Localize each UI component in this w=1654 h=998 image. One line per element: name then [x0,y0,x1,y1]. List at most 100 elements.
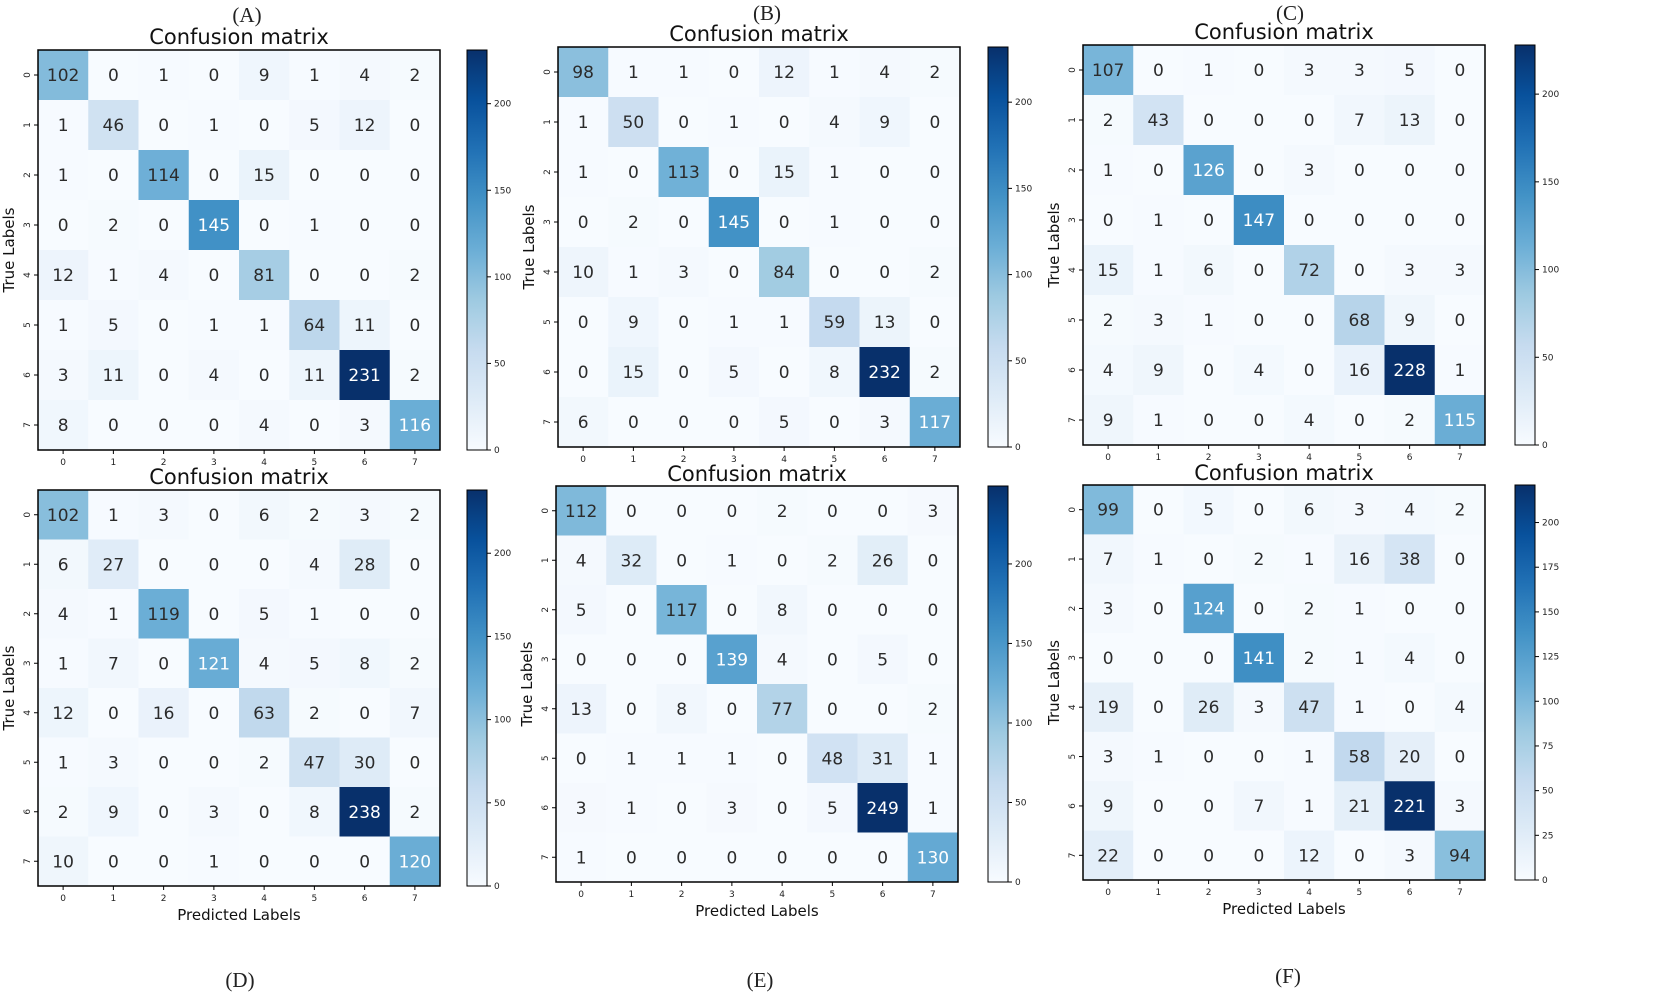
cell-value: 3 [1454,261,1465,281]
matrix-cell [239,100,290,151]
cell-value: 0 [259,803,270,823]
matrix-cell [708,147,760,198]
matrix-cell [658,297,710,348]
cell-value: 0 [1103,649,1114,669]
cell-value: 1 [829,163,840,183]
matrix-cell [138,589,190,639]
matrix-cell [1083,682,1134,733]
cell-value: 1 [108,506,119,526]
y-tick-label: 6 [1068,803,1078,809]
x-tick-label: 3 [211,458,217,468]
colorbar-tick-label: 0 [1542,876,1548,886]
matrix-cell [38,589,89,639]
y-tick-label: 1 [543,119,553,125]
matrix-cell [1384,45,1436,96]
matrix-cell [289,787,340,837]
matrix-cell [389,737,441,788]
cell-value: 0 [1203,111,1214,131]
matrix-cell [608,297,659,348]
cell-value: 0 [879,213,890,233]
cell-value: 0 [626,650,637,670]
y-tick-label: 4 [1068,704,1078,710]
cell-value: 0 [1203,361,1214,381]
cell-value: 0 [1454,211,1465,231]
matrix-cell [606,832,657,883]
matrix-cell [188,200,240,251]
matrix-cell [88,400,139,451]
y-tick-label: 6 [543,369,553,375]
matrix-cell [389,638,441,689]
matrix-cell [608,247,659,298]
cell-value: 0 [1404,698,1415,718]
colorbar-tick-label: 100 [494,716,511,726]
matrix-cell [1334,395,1385,446]
matrix-cell [38,50,89,101]
cell-value: 0 [877,601,888,621]
matrix-cell [706,684,758,734]
cell-value: 7 [1253,797,1264,817]
cell-value: 3 [1354,501,1365,521]
matrix-cell [706,535,758,586]
matrix-cell [706,783,758,833]
matrix-cell [1384,145,1436,196]
matrix-cell [606,634,657,685]
matrix-cell [289,250,340,301]
matrix-cell [1434,145,1486,196]
matrix-cell [1083,45,1134,96]
cell-value: 0 [1454,311,1465,331]
matrix-cell [859,97,911,148]
matrix-cell [759,197,810,248]
cell-value: 1 [676,749,687,769]
matrix-cell [1083,583,1134,634]
y-axis-label: True Labels [1045,202,1063,288]
cell-value: 1 [927,799,938,819]
cell-value: 0 [1454,599,1465,619]
matrix-cell [138,200,190,251]
matrix-cell [606,486,657,536]
cell-value: 4 [1404,649,1415,669]
y-tick-label: 0 [1068,507,1078,513]
matrix-cell [608,97,659,148]
y-tick-label: 1 [541,557,551,563]
matrix-cell [1434,345,1486,396]
matrix-cell [88,350,139,401]
x-tick-label: 4 [261,458,267,468]
matrix-cell [1334,245,1385,296]
matrix-cell [239,737,290,788]
cell-value: 0 [927,601,938,621]
cell-value: 1 [578,113,589,133]
cell-value: 2 [108,216,119,236]
matrix-cell [809,297,860,348]
matrix-cell [608,347,659,398]
matrix-cell [1233,145,1285,196]
cell-value: 9 [108,803,119,823]
cell-value: 26 [872,551,894,571]
cell-value: 145 [718,213,750,233]
matrix-cell [1233,830,1285,881]
cell-value: 107 [1092,61,1124,81]
cell-value: 47 [1298,698,1320,718]
cell-value: 130 [917,848,949,868]
matrix-cell [38,100,89,151]
cell-value: 0 [1404,161,1415,181]
matrix-cell [556,634,607,685]
cell-value: 0 [1253,599,1264,619]
x-tick-label: 0 [580,455,586,465]
matrix-cell [1434,830,1486,881]
matrix-cell [658,347,710,398]
cell-value: 11 [103,366,125,386]
cell-value: 16 [1349,550,1371,570]
cell-value: 0 [208,506,219,526]
matrix-cell [1133,295,1184,346]
cell-value: 5 [108,316,119,336]
cell-value: 0 [1253,411,1264,431]
cell-value: 0 [309,852,320,872]
cell-value: 72 [1298,261,1320,281]
matrix-cell [1233,195,1285,246]
y-tick-label: 4 [541,706,551,712]
y-tick-label: 0 [541,508,551,514]
cell-value: 4 [359,66,370,86]
matrix-cell [656,634,708,685]
